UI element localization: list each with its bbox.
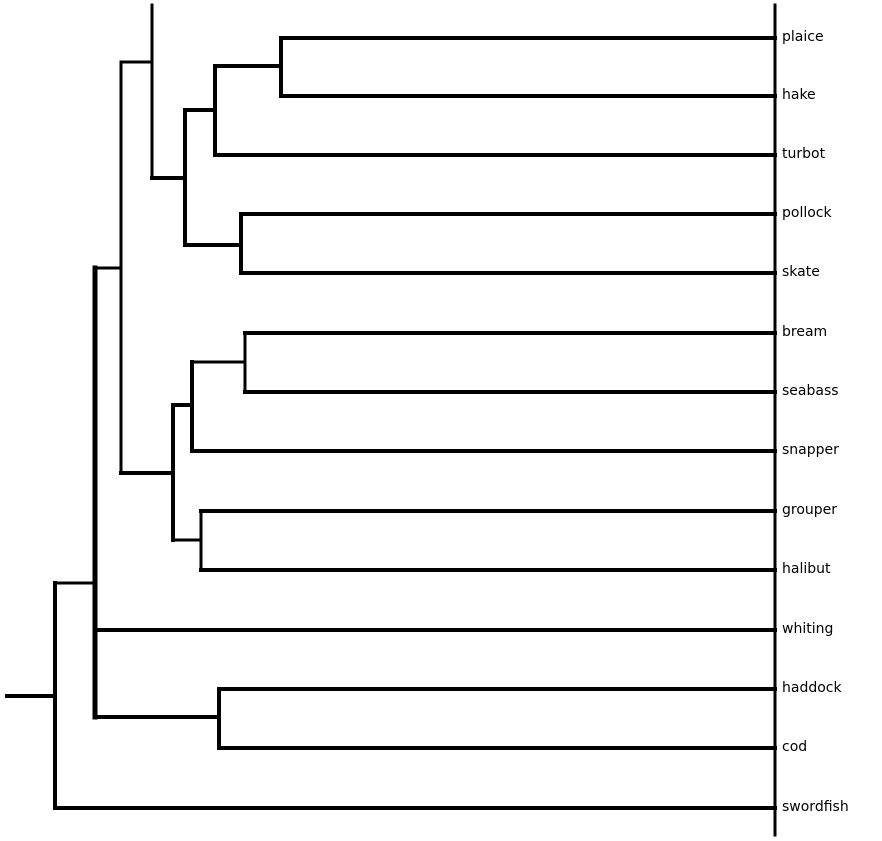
leaf-label-grouper: grouper <box>782 502 838 518</box>
leaf-label-hake: hake <box>782 87 816 103</box>
leaf-label-whiting: whiting <box>782 621 834 637</box>
leaf-label-turbot: turbot <box>782 146 826 162</box>
leaf-label-cod: cod <box>782 739 808 755</box>
leaf-label-plaice: plaice <box>782 29 824 45</box>
leaf-label-haddock: haddock <box>782 680 842 696</box>
leaf-label-pollock: pollock <box>782 205 832 221</box>
leaf-label-snapper: snapper <box>782 442 839 458</box>
leaf-label-swordfish: swordfish <box>782 799 849 815</box>
leaf-label-seabass: seabass <box>782 383 839 399</box>
leaf-label-skate: skate <box>782 264 820 280</box>
leaf-label-halibut: halibut <box>782 561 831 577</box>
leaf-label-bream: bream <box>782 324 828 340</box>
